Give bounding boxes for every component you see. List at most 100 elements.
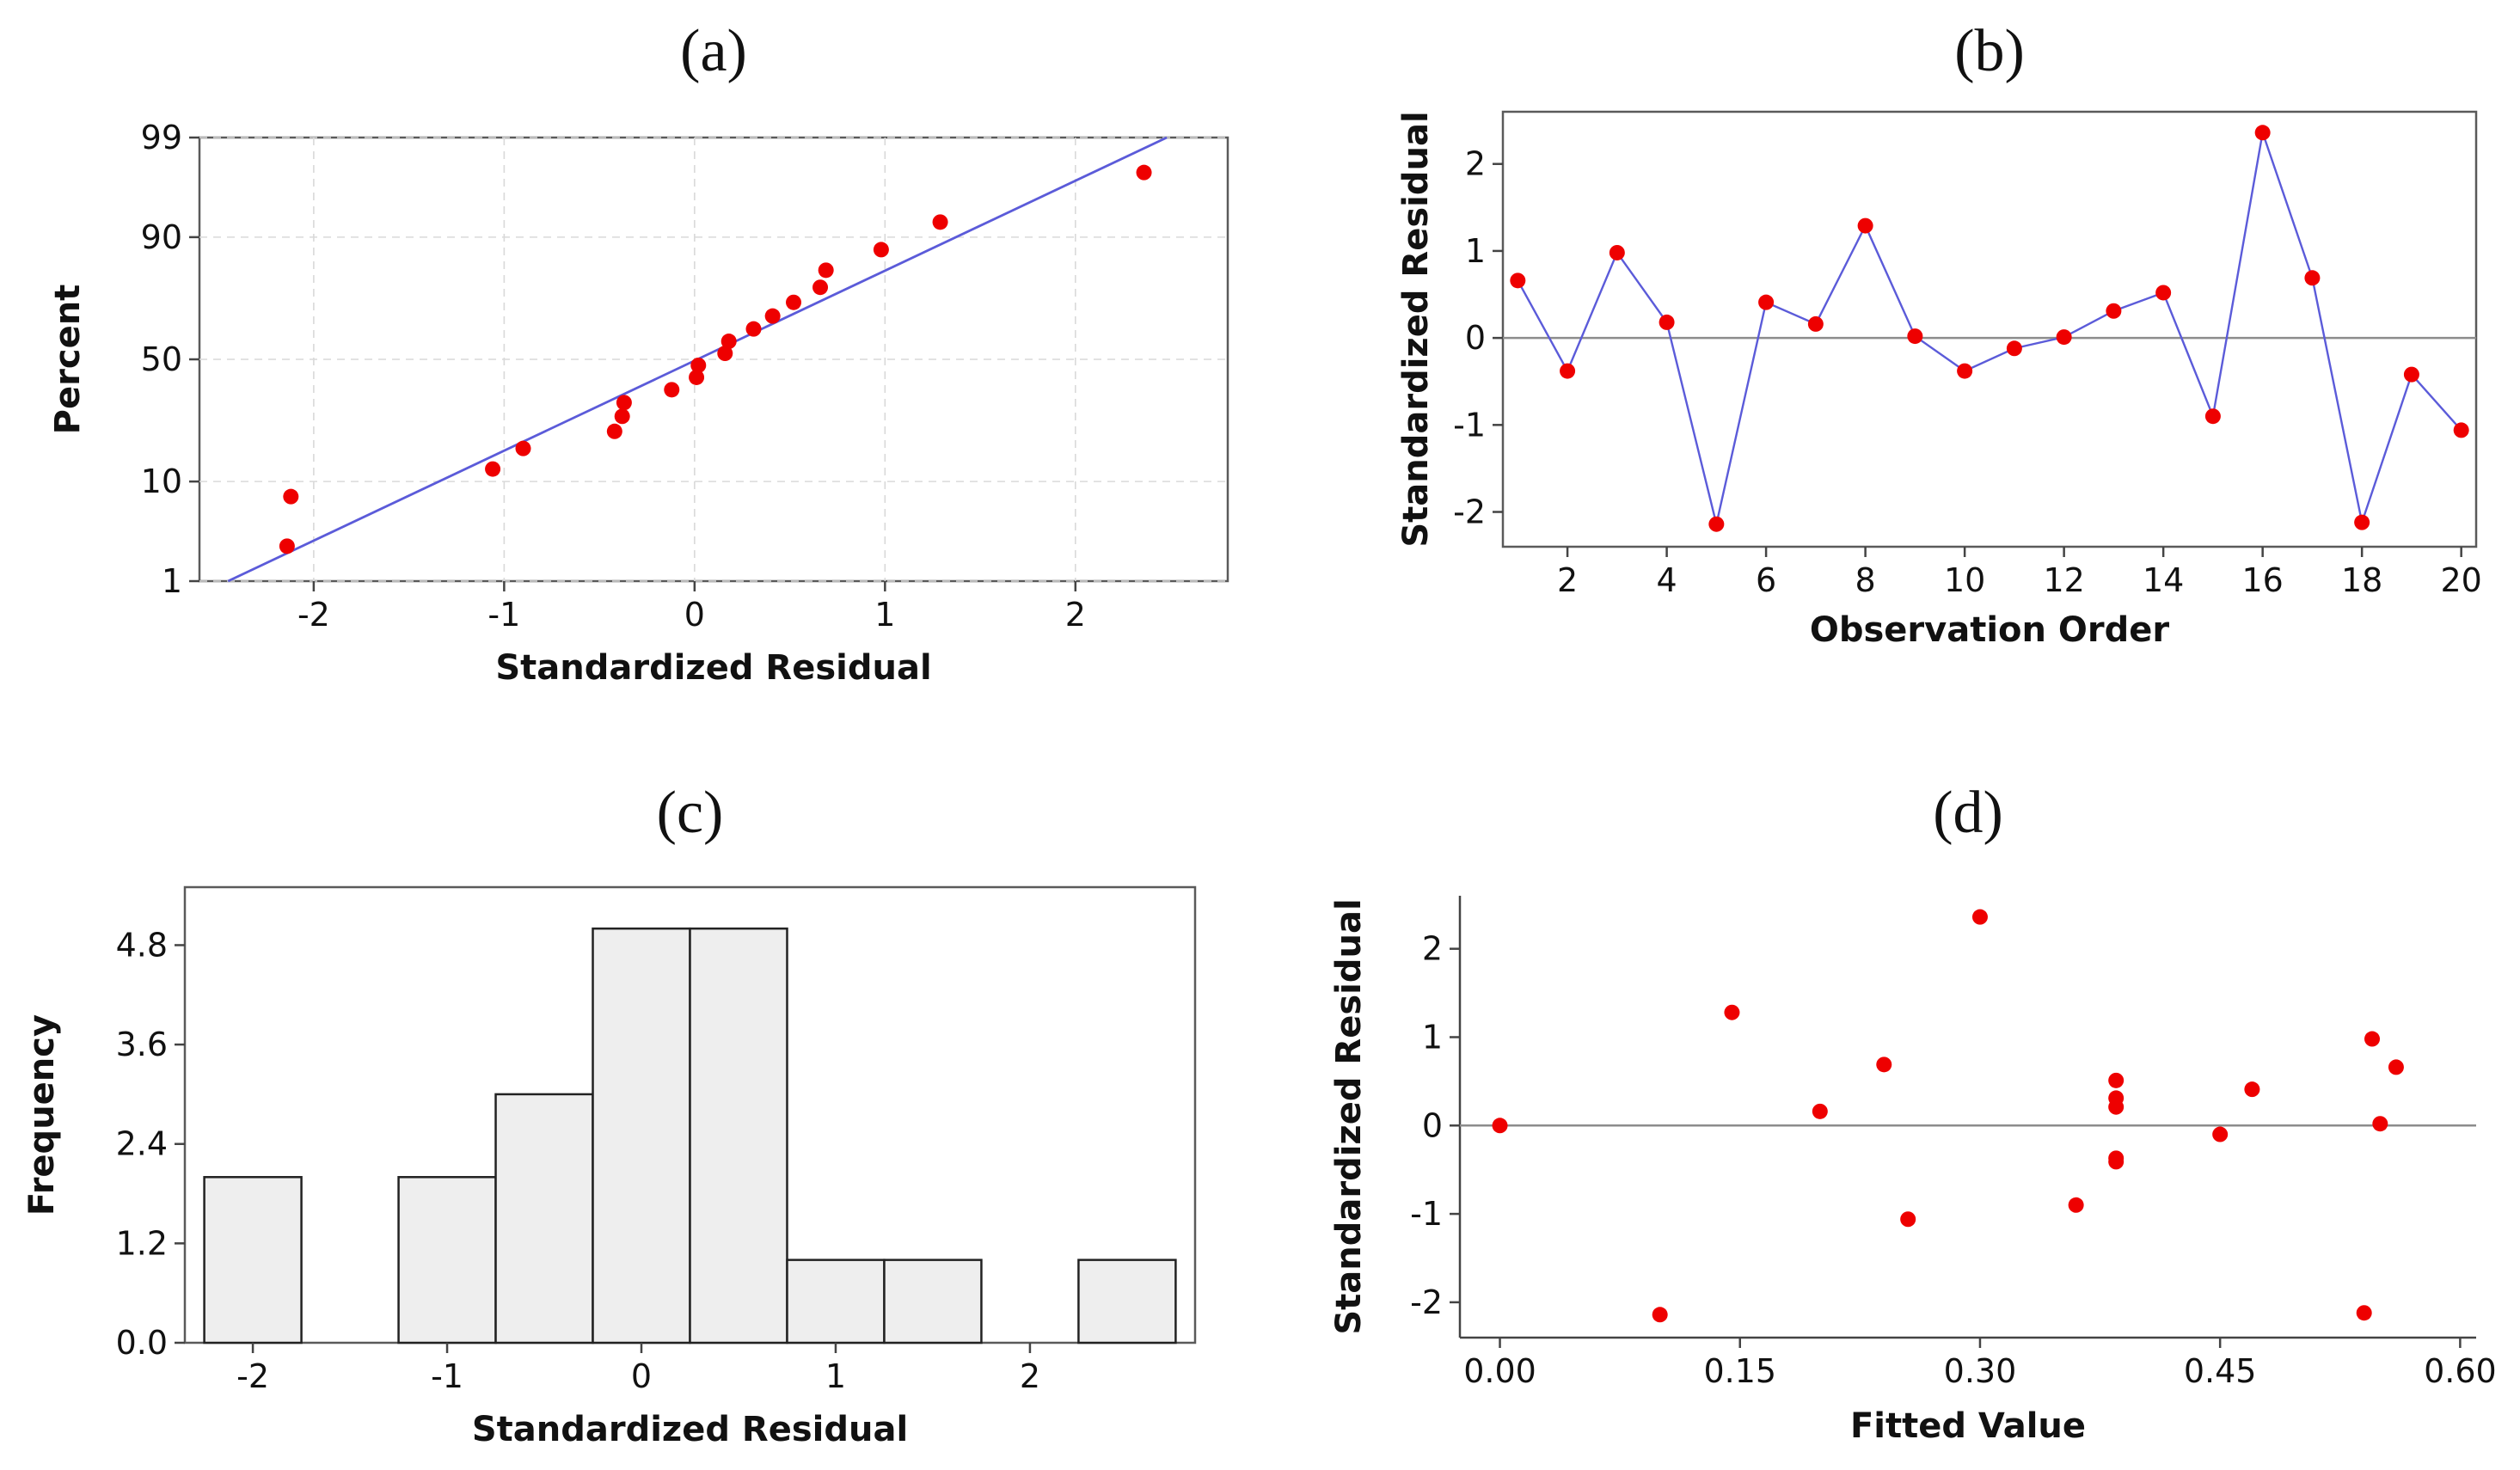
data-point [1708, 516, 1725, 532]
data-point [720, 334, 737, 350]
data-point [818, 262, 834, 279]
histogram-bar [203, 1176, 303, 1344]
histogram-bar [786, 1259, 886, 1344]
x-tick-label: 6 [1756, 561, 1776, 599]
panel-a-normal-probability-plot: -2 -1 0 1 2 1 10 50 90 99 (a) Standardized Residual… [48, 18, 1229, 688]
data-point [2244, 1081, 2260, 1098]
x-tick-label: 0.45 [2184, 1352, 2257, 1390]
x-axis-title: Fitted Value [1850, 1406, 2086, 1446]
x-tick-label: 0 [631, 1357, 652, 1395]
histogram-bar [883, 1259, 983, 1344]
x-tick-label: 8 [1855, 561, 1876, 599]
data-point [745, 321, 762, 337]
panel-label: (b) [1954, 18, 2025, 84]
data-point [2108, 1154, 2125, 1170]
x-tick-label: 4 [1656, 561, 1677, 599]
data-point [614, 408, 630, 425]
x-tick-label: 2 [1557, 561, 1578, 599]
plot-frame [1501, 110, 2478, 548]
y-tick-label: 2.4 [116, 1125, 168, 1163]
histogram-bar [689, 927, 788, 1344]
x-tick-label: 16 [2241, 561, 2283, 599]
data-point [2106, 303, 2122, 319]
data-point [1812, 1103, 1828, 1119]
x-tick-label: 0 [684, 596, 705, 634]
data-point [1492, 1118, 1508, 1134]
x-tick-label: 0.60 [2424, 1352, 2497, 1390]
y-tick-label: 3.6 [116, 1026, 168, 1063]
x-tick-label: 10 [1944, 561, 1985, 599]
data-point [717, 346, 733, 362]
x-tick-label: 0.15 [1703, 1352, 1776, 1390]
data-point [873, 242, 889, 258]
data-point [1724, 1004, 1740, 1020]
data-point [690, 357, 707, 373]
data-point [515, 440, 531, 456]
y-tick-label: 1 [162, 562, 182, 600]
data-point [279, 538, 295, 554]
x-axis-title: Standardized Residual [495, 648, 931, 688]
y-tick-label: 1 [1422, 1018, 1443, 1056]
data-point [2155, 285, 2172, 301]
data-point [932, 214, 948, 230]
y-tick-label: -2 [1453, 493, 1486, 531]
data-point [1560, 363, 1576, 379]
x-tick-label: 20 [2440, 561, 2481, 599]
data-point [1807, 315, 1824, 332]
panel-d-versus-fits-plot: 0.00 0.15 0.30 0.45 0.60 -2 -1 0 1 2 (d) Fitted Val… [1329, 780, 2497, 1446]
y-tick-label: -1 [1453, 406, 1486, 444]
data-point [2372, 1116, 2388, 1132]
x-tick-label: 0.30 [1944, 1352, 2017, 1390]
x-tick-label: -2 [236, 1357, 269, 1395]
data-point [2403, 366, 2419, 383]
data-point [1876, 1057, 1892, 1073]
x-tick-label: 2 [1065, 596, 1086, 634]
y-axis-title: Standardized Residual [1329, 898, 1369, 1334]
data-point [689, 369, 705, 385]
data-point [2108, 1099, 2125, 1115]
panel-label: (a) [680, 18, 747, 84]
data-point [1609, 244, 1625, 260]
data-point [2354, 514, 2370, 530]
y-axis-title: Percent [48, 285, 88, 435]
y-tick-label: 0 [1465, 319, 1486, 357]
x-tick-label: 12 [2043, 561, 2084, 599]
x-tick-label: -1 [431, 1357, 463, 1395]
y-tick-label: 90 [141, 218, 182, 256]
data-point [786, 294, 802, 310]
data-point [2388, 1059, 2404, 1075]
y-tick-label: -1 [1410, 1195, 1443, 1233]
data-point [2068, 1197, 2084, 1213]
y-tick-label: 0 [1422, 1106, 1443, 1144]
x-tick-label: 2 [1020, 1357, 1040, 1395]
y-axis-title: Frequency [22, 1014, 62, 1216]
x-tick-label: 14 [2143, 561, 2184, 599]
data-point [2108, 1072, 2125, 1088]
y-tick-label: -2 [1410, 1283, 1443, 1321]
data-point [2254, 125, 2271, 141]
data-point [2453, 422, 2469, 438]
x-tick-label: 18 [2341, 561, 2382, 599]
y-tick-label: 1.2 [116, 1224, 168, 1262]
panel-label: (d) [1933, 780, 2003, 846]
histogram-bar [592, 927, 691, 1344]
y-tick-label: 99 [141, 119, 182, 156]
data-point [1758, 294, 1775, 310]
x-tick-label: 1 [874, 596, 895, 634]
data-point [1907, 328, 1923, 345]
data-point [616, 395, 632, 411]
data-point [1510, 273, 1526, 289]
x-tick-label: -2 [297, 596, 330, 634]
data-point [2056, 329, 2072, 346]
data-point [2364, 1031, 2381, 1047]
data-point [2304, 270, 2321, 286]
data-point [2204, 408, 2221, 425]
x-tick-label: 1 [825, 1357, 846, 1395]
y-tick-label: 10 [141, 462, 182, 500]
x-tick-label: 0.00 [1463, 1352, 1536, 1390]
data-point [764, 308, 781, 324]
data-point [1957, 363, 1973, 379]
data-point [2006, 340, 2022, 357]
y-tick-label: 1 [1465, 232, 1486, 270]
